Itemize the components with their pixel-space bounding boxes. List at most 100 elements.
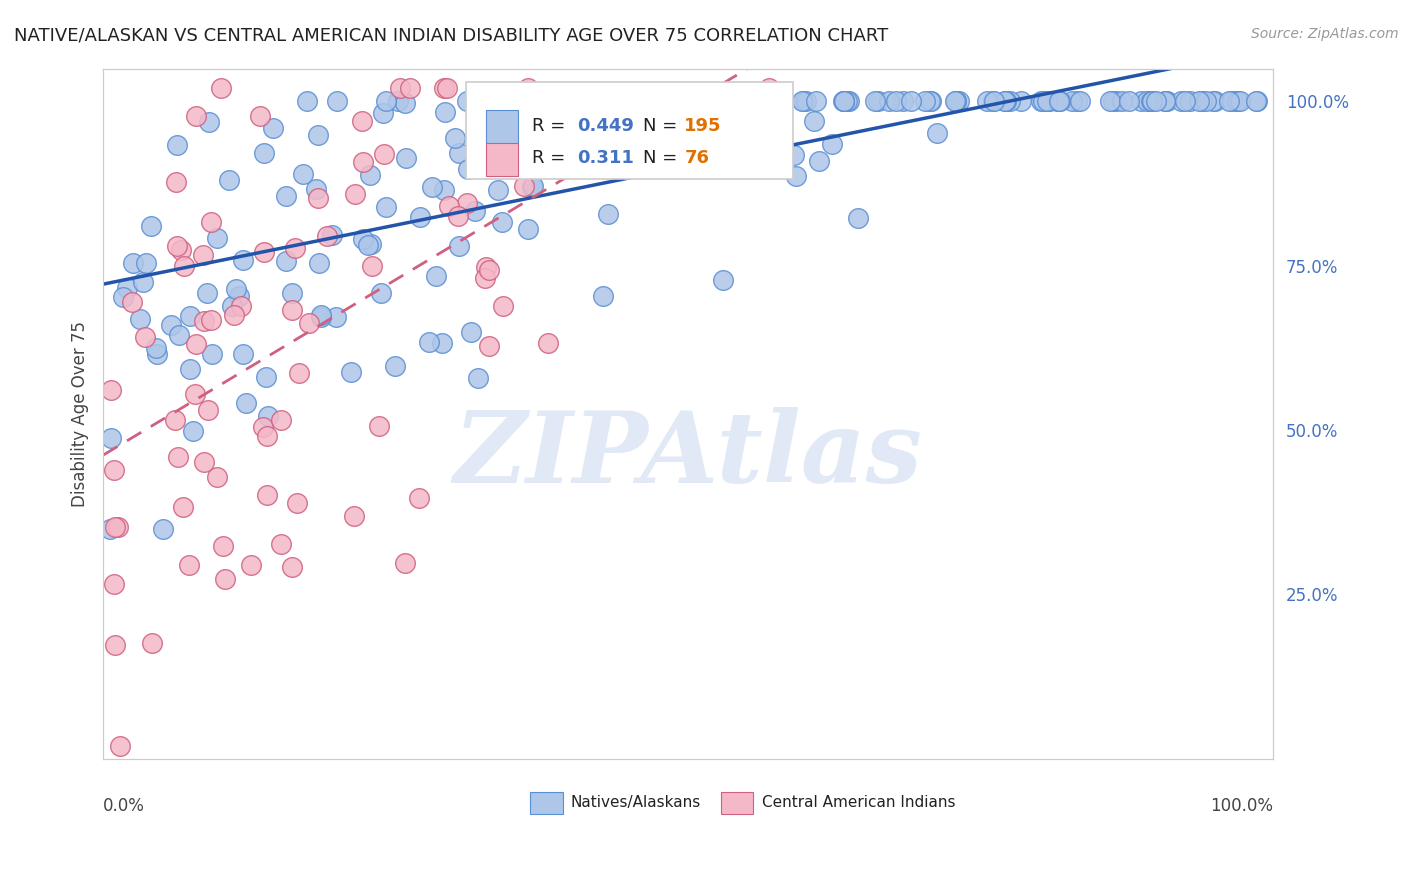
Text: 0.0%: 0.0% <box>103 797 145 814</box>
Point <box>1118 95 1140 109</box>
Point <box>311 310 333 324</box>
Text: 0.449: 0.449 <box>576 117 634 136</box>
Point <box>863 95 886 109</box>
Point <box>291 167 314 181</box>
Point <box>785 169 807 184</box>
Point <box>592 288 614 302</box>
Point <box>167 327 190 342</box>
Point <box>509 95 531 109</box>
Point <box>309 308 332 322</box>
Text: N =: N = <box>644 149 683 167</box>
Point <box>1111 95 1133 109</box>
Point <box>274 254 297 268</box>
Point <box>1173 95 1195 109</box>
Point <box>262 120 284 135</box>
Point <box>408 491 430 506</box>
Point <box>297 316 319 330</box>
Point <box>449 238 471 252</box>
Point <box>520 179 543 194</box>
Point <box>592 105 614 120</box>
Point <box>184 387 207 401</box>
Point <box>139 219 162 233</box>
Point <box>748 95 770 109</box>
Point <box>1244 95 1267 109</box>
Point <box>1191 95 1213 109</box>
Point <box>1180 95 1202 109</box>
Point <box>547 95 569 109</box>
Point <box>425 268 447 283</box>
Point <box>288 366 311 380</box>
Point <box>103 463 125 477</box>
Point <box>325 310 347 324</box>
Point <box>706 95 728 109</box>
Point <box>224 308 246 322</box>
Point <box>280 303 302 318</box>
Point <box>1105 95 1128 109</box>
Point <box>994 95 1017 109</box>
Point <box>1222 95 1244 109</box>
Point <box>664 128 686 142</box>
Point <box>544 95 567 109</box>
Point <box>758 81 780 95</box>
Point <box>703 95 725 109</box>
Point <box>1204 95 1226 109</box>
Point <box>145 341 167 355</box>
Point <box>281 560 304 574</box>
Point <box>486 183 509 197</box>
Point <box>115 281 138 295</box>
Point <box>235 396 257 410</box>
Point <box>100 432 122 446</box>
FancyBboxPatch shape <box>721 792 754 814</box>
Point <box>193 314 215 328</box>
Point <box>166 238 188 252</box>
Point <box>395 151 418 165</box>
Point <box>193 455 215 469</box>
Point <box>1140 95 1163 109</box>
Point <box>284 241 307 255</box>
Point <box>436 81 458 95</box>
Point <box>981 95 1004 109</box>
Point <box>256 429 278 443</box>
Point <box>673 95 696 109</box>
Point <box>420 180 443 194</box>
Point <box>98 522 121 536</box>
Point <box>727 95 749 109</box>
Point <box>920 95 942 109</box>
Point <box>1195 95 1218 109</box>
Point <box>522 178 544 193</box>
Point <box>468 107 491 121</box>
Point <box>1046 95 1069 109</box>
Point <box>1031 95 1053 109</box>
Point <box>447 209 470 223</box>
Point <box>491 215 513 229</box>
Point <box>447 146 470 161</box>
Point <box>998 95 1021 109</box>
Point <box>517 81 540 95</box>
Point <box>360 260 382 274</box>
Point <box>256 488 278 502</box>
Point <box>837 95 859 109</box>
Point <box>433 183 456 197</box>
Text: 195: 195 <box>685 117 721 136</box>
Point <box>918 95 941 109</box>
Point <box>173 259 195 273</box>
Point <box>152 522 174 536</box>
Point <box>166 138 188 153</box>
Point <box>807 154 830 169</box>
Point <box>479 95 502 109</box>
Point <box>1142 95 1164 109</box>
Point <box>165 175 187 189</box>
Point <box>491 299 513 313</box>
Point <box>141 635 163 649</box>
Point <box>456 195 478 210</box>
Point <box>209 81 232 95</box>
Point <box>1246 95 1268 109</box>
Point <box>700 149 723 163</box>
Point <box>430 336 453 351</box>
Point <box>792 95 814 109</box>
Point <box>803 113 825 128</box>
Point <box>240 558 263 572</box>
Point <box>270 412 292 426</box>
Point <box>305 182 328 196</box>
Point <box>111 290 134 304</box>
